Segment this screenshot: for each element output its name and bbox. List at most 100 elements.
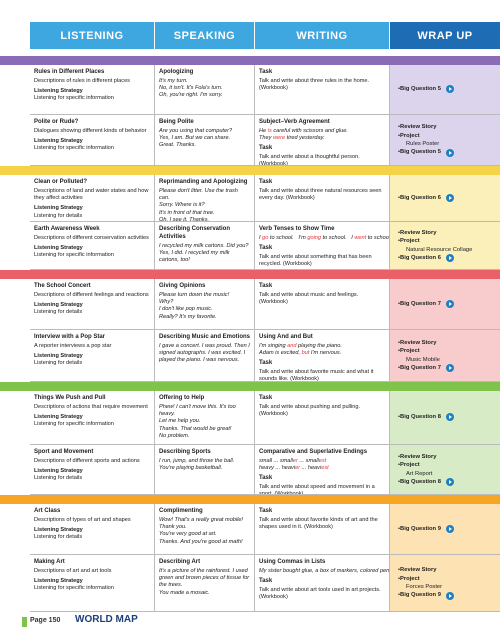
- big-question: Big Question 5: [400, 149, 441, 156]
- review-story-row: • Review Story: [398, 453, 500, 461]
- lesson-title: Interview with a Pop Star: [34, 334, 106, 340]
- highlight: er: [295, 465, 301, 472]
- strategy: Listening for specific information: [34, 95, 114, 102]
- play-button[interactable]: [445, 299, 454, 308]
- unit-band: [0, 495, 500, 504]
- big-question-row: • Big Question 7: [398, 299, 500, 308]
- page-number: Page 150: [30, 617, 61, 624]
- dialogue-line: Wow! That's a really great mobile!: [159, 516, 244, 523]
- dialogue-line: I recycled my milk cartons. Did you?: [159, 242, 249, 249]
- writing-cell: Task Talk and write about three natural r…: [255, 175, 390, 222]
- bullet: •: [398, 238, 401, 245]
- big-question-row: • Big Question 8: [398, 413, 500, 422]
- big-question: Big Question 8: [400, 414, 441, 421]
- big-question-row: • Big Question 6: [398, 193, 500, 202]
- footer-mark: [22, 617, 27, 627]
- grammar-title: Verb Tenses to Show Time: [259, 226, 335, 232]
- description: A reporter interviews a pop star: [34, 342, 112, 349]
- play-button[interactable]: [445, 85, 454, 94]
- grammar-title: Subject–Verb Agreement: [259, 119, 330, 125]
- dialogue-line: Great. Thanks.: [159, 142, 196, 149]
- bullet: •: [398, 348, 401, 355]
- example-text: playing the piano.: [296, 342, 342, 349]
- dialogue-line: No, it isn't. It's Fola's turn.: [159, 85, 223, 92]
- big-question-row: • Big Question 6: [398, 254, 500, 263]
- description: Descriptions of types of art and shapes: [34, 516, 131, 523]
- bullet: •: [398, 149, 401, 156]
- strategy: Listening for details: [34, 475, 83, 482]
- play-button[interactable]: [445, 413, 454, 422]
- speaking-cell: Describing Music and Emotions I gave a co…: [155, 330, 255, 382]
- big-question: Big Question 7: [400, 300, 441, 307]
- writing-cell: Subject–Verb Agreement He is careful with…: [255, 115, 390, 166]
- highlight: is: [267, 127, 272, 134]
- project-row: • Project: [398, 347, 500, 355]
- review-story-row: • Review Story: [398, 566, 500, 574]
- example-text: ... heavi: [300, 465, 322, 472]
- play-button[interactable]: [445, 254, 454, 263]
- play-button[interactable]: [445, 524, 454, 533]
- description: Descriptions of art and art tools: [34, 567, 112, 574]
- bullet: •: [398, 478, 401, 485]
- bullet: •: [398, 300, 401, 307]
- big-question-row: • Big Question 9: [398, 524, 500, 533]
- dialogue-line: It's a picture of the rainforest. I used…: [159, 567, 250, 589]
- description: Descriptions of different conservation a…: [34, 234, 149, 241]
- bullet: •: [398, 124, 401, 131]
- example-text: small ... small: [259, 457, 293, 464]
- task-label: Task: [259, 145, 273, 152]
- big-question: Big Question 7: [400, 364, 441, 371]
- bullet: •: [398, 194, 401, 201]
- dialogue-line: Thank you.: [159, 524, 187, 531]
- highlight: est: [318, 457, 327, 464]
- strategy-label: Listening Strategy: [34, 245, 83, 252]
- listening-cell: Interview with a Pop Star A reporter inte…: [30, 330, 155, 382]
- column-header: WRAP UP: [390, 22, 500, 49]
- review-story-row: • Review Story: [398, 229, 500, 237]
- task: Talk and write about three rules in the …: [259, 77, 370, 92]
- project-row: • Project: [398, 461, 500, 469]
- lesson-title: The School Concert: [34, 283, 91, 289]
- grammar-title: Using And and But: [259, 334, 313, 340]
- speaking-title: Describing Sports: [159, 449, 211, 455]
- play-button[interactable]: [445, 364, 454, 373]
- strategy-label: Listening Strategy: [34, 527, 83, 534]
- speaking-cell: Describing Conservation Activities I recy…: [155, 222, 255, 270]
- wrapup-bg: [390, 504, 500, 612]
- grammar-title: Using Commas in Lists: [259, 559, 326, 565]
- review-story-row: • Review Story: [398, 339, 500, 347]
- dialogue-line: You're playing basketball.: [159, 465, 223, 472]
- task: Talk and write about pushing and pulling…: [259, 403, 361, 418]
- footer-title: WORLD MAP: [75, 614, 138, 625]
- example-line: My sister bought glue, a box of markers,…: [259, 568, 389, 575]
- strategy: Listening for specific information: [34, 421, 114, 428]
- dialogue-line: Oh, you're right. I'm sorry.: [159, 92, 223, 99]
- strategy-label: Listening Strategy: [34, 578, 83, 585]
- play-button[interactable]: [445, 193, 454, 202]
- example-line: heavy ... heavier ... heaviest: [259, 465, 385, 472]
- task-label: Task: [259, 245, 273, 252]
- big-question: Big Question 9: [400, 525, 441, 532]
- strategy-label: Listening Strategy: [34, 353, 83, 360]
- example-text: I'm nervous.: [309, 350, 342, 357]
- bullet: •: [398, 254, 401, 261]
- example-text: to school. I: [321, 234, 355, 241]
- project-name: Art Report: [406, 470, 433, 477]
- play-button[interactable]: [445, 478, 454, 487]
- play-button[interactable]: [445, 148, 454, 157]
- strategy: Listening for details: [34, 534, 83, 541]
- review-story: Review Story: [400, 567, 437, 574]
- writing-cell: Task Talk and write about three rules in …: [255, 65, 390, 115]
- dialogue-line: Are you using that computer?: [159, 127, 233, 134]
- highlight: going: [307, 234, 322, 241]
- speaking-title: Being Polite: [159, 119, 194, 125]
- big-question: Big Question 8: [400, 478, 441, 485]
- task-label: Task: [259, 179, 273, 185]
- wrapup-cell: • Big Question 5: [390, 65, 500, 115]
- play-button[interactable]: [445, 591, 454, 600]
- wrapup-cell: • Review Story • Project Art Report • Big Q…: [390, 445, 500, 495]
- project-name: Music Mobile: [406, 356, 440, 363]
- description: Descriptions of rules in different place…: [34, 77, 130, 84]
- strategy-label: Listening Strategy: [34, 138, 83, 145]
- dialogue-line: Yes, I am. But we can share.: [159, 135, 231, 142]
